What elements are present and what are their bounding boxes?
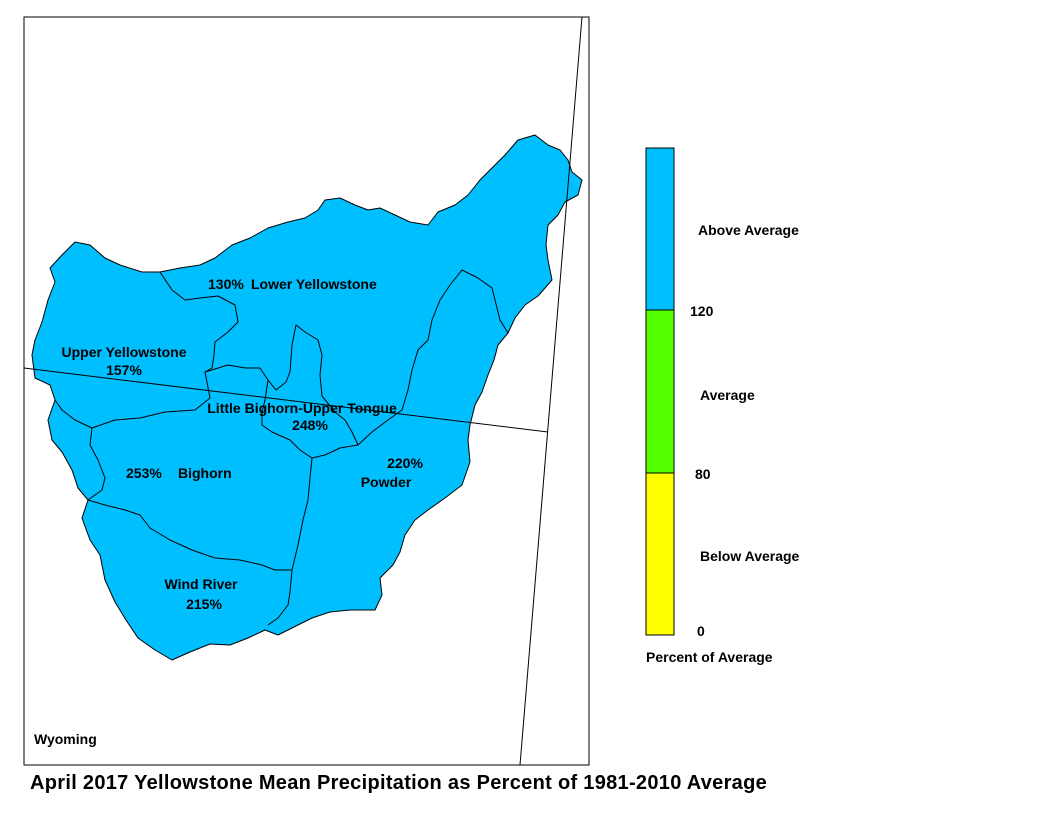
legend-swatch-above-average <box>645 147 675 311</box>
boundary-bighorn-windriver <box>87 499 292 571</box>
state-boundaries <box>23 16 583 766</box>
legend-label-above-average: Above Average <box>698 222 799 238</box>
legend: Above Average Average Below Average 120 … <box>645 147 800 665</box>
basin-percent-upper-yellowstone: 157% <box>106 362 142 378</box>
boundary-upper-lower-yellowstone <box>159 271 239 373</box>
legend-swatch-average <box>645 309 675 474</box>
legend-break-0: 0 <box>697 623 705 639</box>
figure-title: April 2017 Yellowstone Mean Precipitatio… <box>30 772 768 794</box>
basin-name-bighorn: Bighorn <box>178 465 232 481</box>
legend-title: Percent of Average <box>646 649 773 665</box>
basin-percent-little-bighorn-upper-tongue: 248% <box>292 417 328 433</box>
legend-break-80: 80 <box>695 466 711 482</box>
montana-wyoming-border <box>23 367 549 433</box>
basin-name-lower-yellowstone: Lower Yellowstone <box>251 276 377 292</box>
basin-percent-bighorn: 253% <box>126 465 162 481</box>
basin-name-powder: Powder <box>361 474 412 490</box>
eastern-border <box>519 16 583 766</box>
legend-swatch-below-average <box>645 472 675 636</box>
boundary-little-bighorn <box>261 324 359 459</box>
legend-label-below-average: Below Average <box>700 548 800 564</box>
legend-break-120: 120 <box>690 303 714 319</box>
yellowstone-basin-region <box>31 134 583 661</box>
boundary-bighorn-west <box>87 427 106 501</box>
basin-name-upper-yellowstone: Upper Yellowstone <box>62 344 187 360</box>
boundary-upper-yellowstone-bighorn <box>54 364 269 429</box>
state-label-wyoming: Wyoming <box>34 731 97 747</box>
basin-percent-wind-river: 215% <box>186 596 222 612</box>
basin-name-little-bighorn-upper-tongue: Little Bighorn-Upper Tongue <box>207 400 397 416</box>
basin-percent-lower-yellowstone: 130% <box>208 276 244 292</box>
basin-percent-powder: 220% <box>387 455 423 471</box>
boundary-powder-bighorn <box>267 457 313 626</box>
basin-name-wind-river: Wind River <box>165 576 239 592</box>
legend-label-average: Average <box>700 387 755 403</box>
map-frame <box>23 16 590 766</box>
